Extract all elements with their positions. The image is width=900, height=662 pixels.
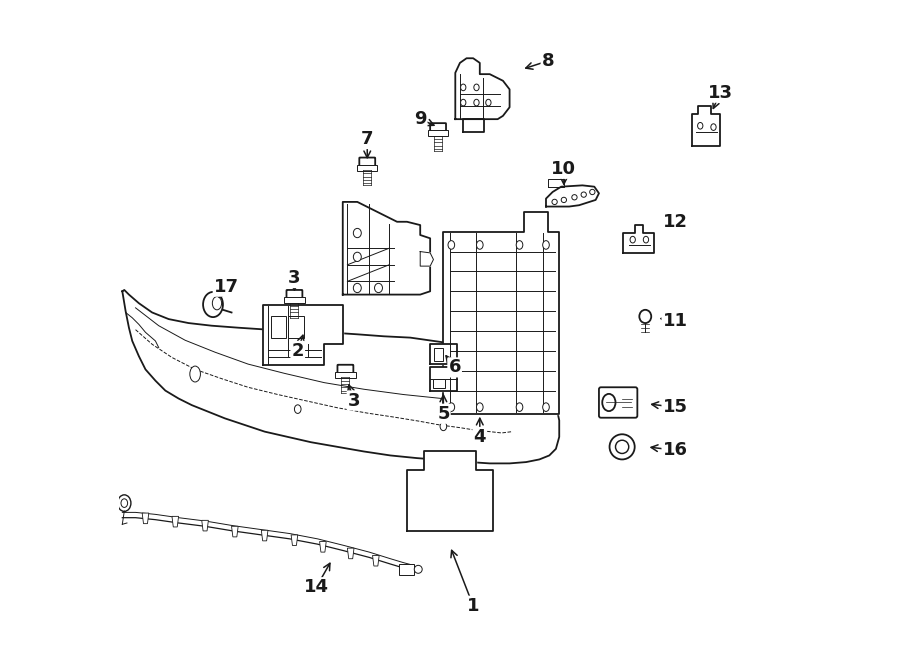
Ellipse shape (630, 236, 635, 243)
Ellipse shape (590, 189, 595, 195)
Text: 16: 16 (662, 441, 688, 459)
FancyBboxPatch shape (338, 365, 354, 375)
Ellipse shape (698, 122, 703, 129)
Text: 14: 14 (304, 578, 328, 596)
Ellipse shape (476, 402, 483, 411)
Text: 3: 3 (288, 269, 301, 287)
Polygon shape (624, 225, 654, 253)
Ellipse shape (294, 404, 301, 413)
Ellipse shape (440, 422, 446, 431)
FancyBboxPatch shape (359, 158, 375, 167)
FancyBboxPatch shape (428, 130, 448, 136)
Polygon shape (264, 305, 343, 365)
Ellipse shape (639, 310, 652, 323)
Text: 9: 9 (414, 110, 427, 128)
FancyBboxPatch shape (430, 123, 446, 133)
FancyBboxPatch shape (289, 316, 304, 338)
Ellipse shape (543, 240, 549, 249)
Ellipse shape (473, 84, 479, 91)
FancyBboxPatch shape (271, 316, 286, 338)
Text: 6: 6 (448, 358, 461, 377)
Ellipse shape (562, 197, 566, 203)
Polygon shape (430, 367, 456, 391)
FancyBboxPatch shape (284, 297, 304, 303)
Polygon shape (291, 535, 298, 545)
Ellipse shape (552, 199, 557, 205)
Polygon shape (202, 520, 209, 531)
Ellipse shape (476, 240, 483, 249)
Ellipse shape (517, 240, 523, 249)
Ellipse shape (121, 499, 128, 507)
Ellipse shape (543, 402, 549, 411)
Text: 11: 11 (662, 312, 688, 330)
Polygon shape (455, 58, 509, 119)
Ellipse shape (448, 240, 454, 249)
Ellipse shape (212, 297, 221, 310)
Polygon shape (122, 290, 559, 463)
Ellipse shape (616, 440, 629, 453)
Ellipse shape (517, 402, 523, 411)
Ellipse shape (602, 394, 616, 411)
FancyBboxPatch shape (399, 564, 414, 575)
Ellipse shape (203, 292, 223, 317)
Ellipse shape (581, 192, 587, 197)
Ellipse shape (118, 495, 130, 511)
Ellipse shape (448, 402, 454, 411)
Text: 8: 8 (542, 52, 554, 70)
Ellipse shape (572, 195, 577, 200)
Ellipse shape (190, 366, 201, 382)
Text: 4: 4 (473, 428, 486, 446)
Polygon shape (231, 526, 239, 537)
Text: 3: 3 (347, 391, 360, 410)
Polygon shape (261, 530, 268, 541)
Polygon shape (420, 252, 434, 266)
Ellipse shape (414, 565, 422, 573)
Text: 2: 2 (292, 342, 304, 360)
Polygon shape (172, 516, 178, 527)
Ellipse shape (609, 434, 634, 459)
Text: 17: 17 (213, 277, 238, 296)
Ellipse shape (461, 84, 466, 91)
FancyBboxPatch shape (599, 387, 637, 418)
Text: 7: 7 (361, 130, 374, 148)
Polygon shape (464, 119, 484, 132)
Text: 15: 15 (662, 398, 688, 416)
Polygon shape (407, 451, 493, 531)
Text: 1: 1 (467, 596, 480, 615)
Text: 13: 13 (707, 83, 733, 102)
Ellipse shape (374, 283, 382, 293)
Polygon shape (320, 542, 326, 552)
FancyBboxPatch shape (357, 165, 377, 171)
FancyBboxPatch shape (286, 290, 302, 300)
Text: 12: 12 (662, 213, 688, 231)
Polygon shape (691, 106, 720, 146)
Ellipse shape (354, 283, 361, 293)
Ellipse shape (354, 252, 361, 261)
Polygon shape (347, 548, 354, 559)
Text: 10: 10 (552, 160, 576, 178)
Text: 5: 5 (437, 404, 450, 423)
FancyBboxPatch shape (336, 372, 356, 378)
Polygon shape (343, 202, 430, 295)
Polygon shape (444, 212, 559, 414)
Polygon shape (430, 344, 456, 364)
Polygon shape (546, 185, 599, 207)
Ellipse shape (461, 99, 466, 106)
Ellipse shape (644, 236, 649, 243)
Polygon shape (548, 179, 564, 187)
FancyBboxPatch shape (434, 379, 445, 388)
Ellipse shape (354, 228, 361, 238)
Ellipse shape (473, 99, 479, 106)
Polygon shape (373, 555, 379, 566)
Ellipse shape (711, 124, 716, 130)
Polygon shape (142, 513, 148, 524)
FancyBboxPatch shape (434, 348, 444, 361)
Ellipse shape (486, 99, 491, 106)
